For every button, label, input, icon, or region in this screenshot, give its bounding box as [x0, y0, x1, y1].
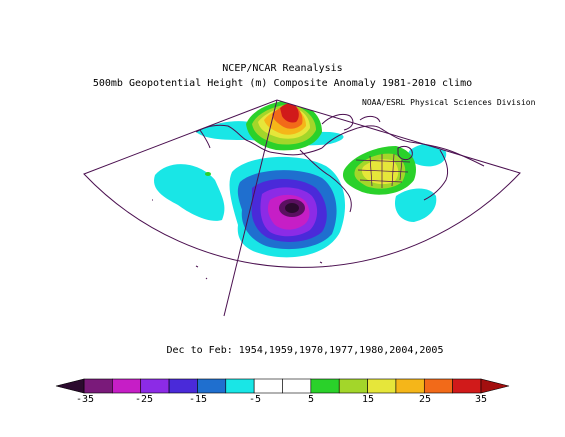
positive-anomaly-east-yellow [361, 159, 399, 185]
colorbar-tick-label: -25 [134, 394, 154, 405]
west-coast [299, 149, 352, 213]
colorbar-high-triangle [480, 378, 510, 394]
meridian-line [223, 99, 278, 317]
colorbar-cell [140, 378, 170, 394]
colorbar-tick-label: -15 [188, 394, 208, 405]
colorbar-tick-label: -35 [75, 394, 95, 405]
negative-anomaly-west [154, 164, 225, 221]
colorbar-cell [395, 378, 425, 394]
sector-boundary [83, 99, 521, 268]
colorbar-cell [225, 378, 255, 394]
title-line-2: 500mb Geopotential Height (m) Composite … [92, 78, 473, 89]
colorbar-tick-label: 5 [307, 394, 315, 405]
canada-coast [321, 125, 485, 167]
colorbar-cell [282, 378, 312, 394]
anomaly-shading [154, 100, 447, 268]
colorbar-tick-label: 25 [418, 394, 432, 405]
colorbar-cell [338, 378, 368, 394]
source-label: NOAA/ESRL Physical Sciences Division [362, 98, 536, 107]
positive-anomaly-patch-west [205, 172, 211, 176]
hudson-bay [397, 145, 413, 161]
colorbar-cell [168, 378, 198, 394]
east-coast [423, 149, 449, 201]
colorbar-cell [197, 378, 227, 394]
arctic-islands [321, 113, 381, 131]
period-label: Dec to Feb: 1954,1959,1970,1977,1980,200… [166, 345, 444, 356]
alaska-coast [195, 124, 323, 156]
positive-anomaly-north-max [280, 103, 299, 123]
colorbar-cell [83, 378, 113, 394]
colorbar-cell [310, 378, 340, 394]
map-frame [83, 99, 521, 317]
colorbar-cell [423, 378, 453, 394]
colorbar-tick-label: -5 [248, 394, 262, 405]
colorbar-tick-label: 15 [361, 394, 375, 405]
colorbar-low-triangle [55, 378, 85, 394]
negative-anomaly-ne [407, 143, 447, 167]
political-boundaries [355, 153, 411, 188]
colorbar-cell [367, 378, 397, 394]
coastlines [152, 113, 485, 280]
colorbar-cell [253, 378, 283, 394]
anomaly-minimum-center [285, 203, 299, 213]
asia-coast [199, 129, 211, 149]
negative-anomaly-east [394, 188, 437, 222]
pacific-islands [152, 199, 332, 280]
colorbar-cell [452, 378, 482, 394]
title-line-1: NCEP/NCAR Reanalysis [222, 63, 343, 74]
colorbar-tick-label: 35 [474, 394, 488, 405]
colorbar-cell [112, 378, 142, 394]
